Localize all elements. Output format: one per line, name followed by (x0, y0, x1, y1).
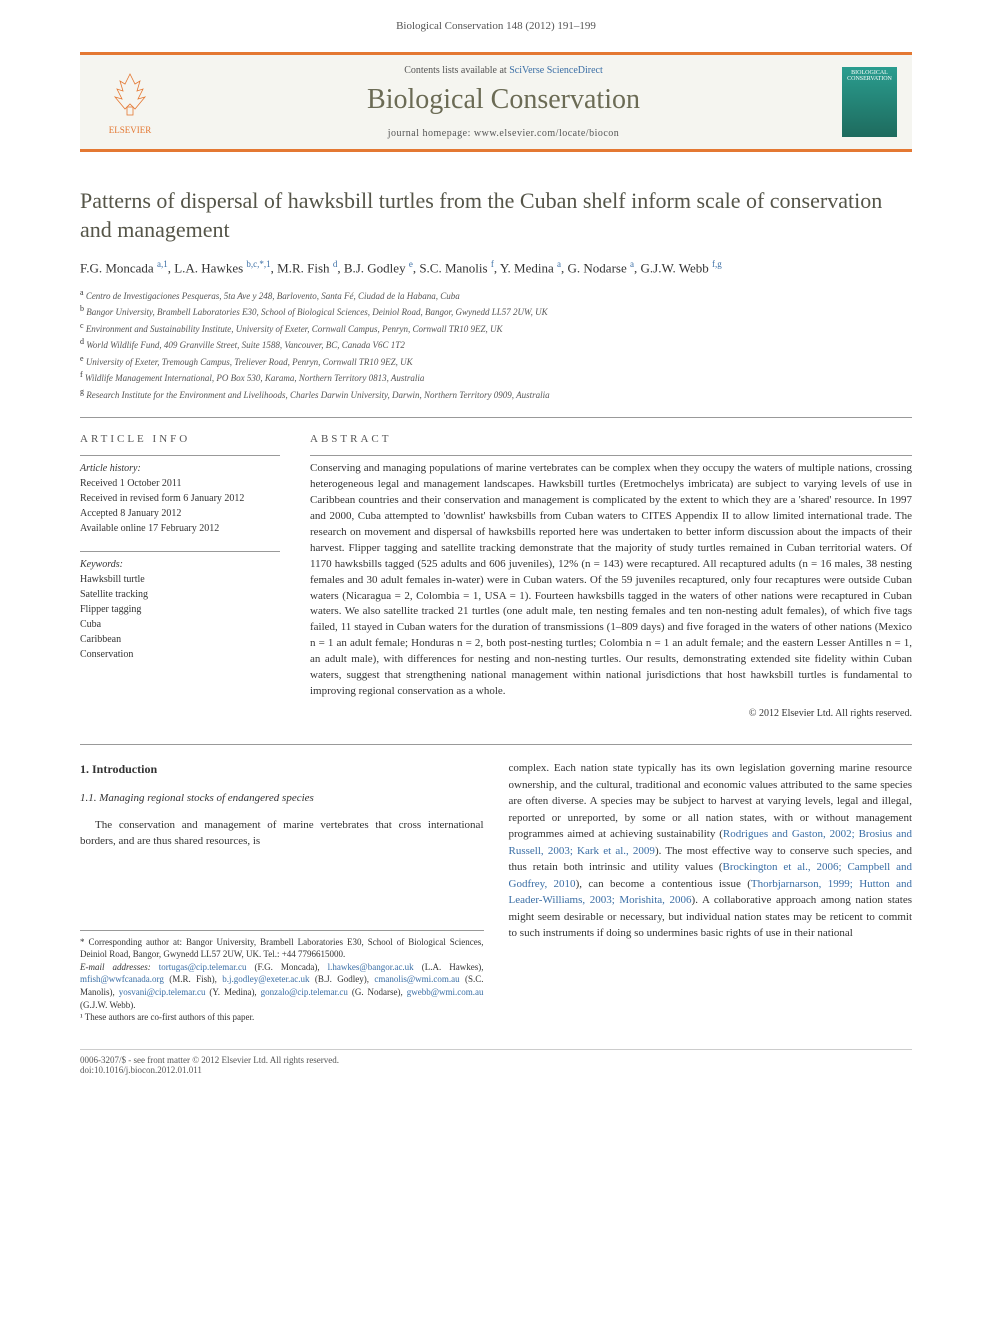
contents-label: Contents lists available at (404, 65, 506, 76)
header-citation: Biological Conservation 148 (2012) 191–1… (0, 0, 992, 42)
elsevier-logo: ELSEVIER (95, 67, 165, 137)
keyword-item: Cuba (80, 617, 280, 632)
history-item: Received in revised form 6 January 2012 (80, 491, 280, 506)
body-paragraph: The conservation and management of marin… (80, 817, 484, 850)
journal-header: ELSEVIER Contents lists available at Sci… (80, 52, 912, 152)
article-title: Patterns of dispersal of hawksbill turtl… (80, 187, 912, 244)
footer-line-1: 0006-3207/$ - see front matter © 2012 El… (80, 1055, 912, 1065)
email-link[interactable]: tortugas@cip.telemar.cu (159, 962, 247, 972)
sciencedirect-link[interactable]: SciVerse ScienceDirect (509, 65, 603, 76)
abstract-copyright: © 2012 Elsevier Ltd. All rights reserved… (310, 708, 912, 719)
affiliation-item: b Bangor University, Brambell Laboratori… (80, 303, 912, 320)
history-title: Article history: (80, 461, 280, 476)
history-item: Accepted 8 January 2012 (80, 506, 280, 521)
keyword-item: Hawksbill turtle (80, 572, 280, 587)
body-paragraph: complex. Each nation state typically has… (509, 760, 913, 942)
cofirst-note: ¹ These authors are co-first authors of … (80, 1011, 484, 1024)
history-item: Available online 17 February 2012 (80, 521, 280, 536)
corresponding-author-note: * Corresponding author at: Bangor Univer… (80, 936, 484, 961)
keyword-item: Flipper tagging (80, 602, 280, 617)
elsevier-tree-icon (105, 69, 155, 125)
section-1-1-heading: 1.1. Managing regional stocks of endange… (80, 790, 484, 807)
email-link[interactable]: mfish@wwfcanada.org (80, 974, 164, 984)
footer-doi: doi:10.1016/j.biocon.2012.01.011 (80, 1065, 912, 1075)
left-column: 1. Introduction 1.1. Managing regional s… (80, 760, 484, 1024)
affiliations-list: a Centro de Investigaciones Pesqueras, 5… (80, 287, 912, 403)
email-link[interactable]: cmanolis@wmi.com.au (374, 974, 459, 984)
divider (80, 417, 912, 418)
email-link[interactable]: l.hawkes@bangor.ac.uk (328, 962, 414, 972)
keyword-item: Caribbean (80, 632, 280, 647)
affiliation-item: e University of Exeter, Tremough Campus,… (80, 353, 912, 370)
affiliation-item: c Environment and Sustainability Institu… (80, 320, 912, 337)
email-link[interactable]: b.j.godley@exeter.ac.uk (222, 974, 309, 984)
journal-cover-thumbnail: BIOLOGICAL CONSERVATION (842, 67, 897, 137)
body-columns: 1. Introduction 1.1. Managing regional s… (80, 760, 912, 1024)
section-1-heading: 1. Introduction (80, 760, 484, 778)
contents-available: Contents lists available at SciVerse Sci… (165, 65, 842, 76)
abstract-text: Conserving and managing populations of m… (310, 455, 912, 700)
publisher-name: ELSEVIER (109, 125, 152, 135)
history-item: Received 1 October 2011 (80, 476, 280, 491)
footnotes: * Corresponding author at: Bangor Univer… (80, 930, 484, 1024)
keywords-block: Keywords: Hawksbill turtleSatellite trac… (80, 551, 280, 662)
info-abstract-row: ARTICLE INFO Article history: Received 1… (80, 433, 912, 719)
affiliation-item: a Centro de Investigaciones Pesqueras, 5… (80, 287, 912, 304)
journal-title: Biological Conservation (165, 84, 842, 116)
page-footer: 0006-3207/$ - see front matter © 2012 El… (80, 1049, 912, 1075)
divider (80, 744, 912, 745)
article-history-block: Article history: Received 1 October 2011… (80, 455, 280, 536)
email-addresses: E-mail addresses: tortugas@cip.telemar.c… (80, 961, 484, 1011)
keyword-item: Satellite tracking (80, 587, 280, 602)
affiliation-item: g Research Institute for the Environment… (80, 386, 912, 403)
abstract-heading: ABSTRACT (310, 433, 912, 445)
journal-header-center: Contents lists available at SciVerse Sci… (165, 65, 842, 139)
keyword-item: Conservation (80, 647, 280, 662)
journal-homepage: journal homepage: www.elsevier.com/locat… (165, 128, 842, 139)
article-info-column: ARTICLE INFO Article history: Received 1… (80, 433, 280, 719)
authors-list: F.G. Moncada a,1, L.A. Hawkes b,c,*,1, M… (80, 259, 912, 276)
article-info-heading: ARTICLE INFO (80, 433, 280, 445)
emails-label: E-mail addresses: (80, 962, 151, 972)
abstract-column: ABSTRACT Conserving and managing populat… (310, 433, 912, 719)
affiliation-item: f Wildlife Management International, PO … (80, 369, 912, 386)
email-link[interactable]: gonzalo@cip.telemar.cu (261, 987, 348, 997)
right-column: complex. Each nation state typically has… (509, 760, 913, 1024)
affiliation-item: d World Wildlife Fund, 409 Granville Str… (80, 336, 912, 353)
citation-link[interactable]: Rodrigues and Gaston, 2002; Brosius and … (509, 828, 913, 857)
email-link[interactable]: gwebb@wmi.com.au (407, 987, 484, 997)
keywords-title: Keywords: (80, 557, 280, 572)
email-link[interactable]: yosvani@cip.telemar.cu (119, 987, 206, 997)
